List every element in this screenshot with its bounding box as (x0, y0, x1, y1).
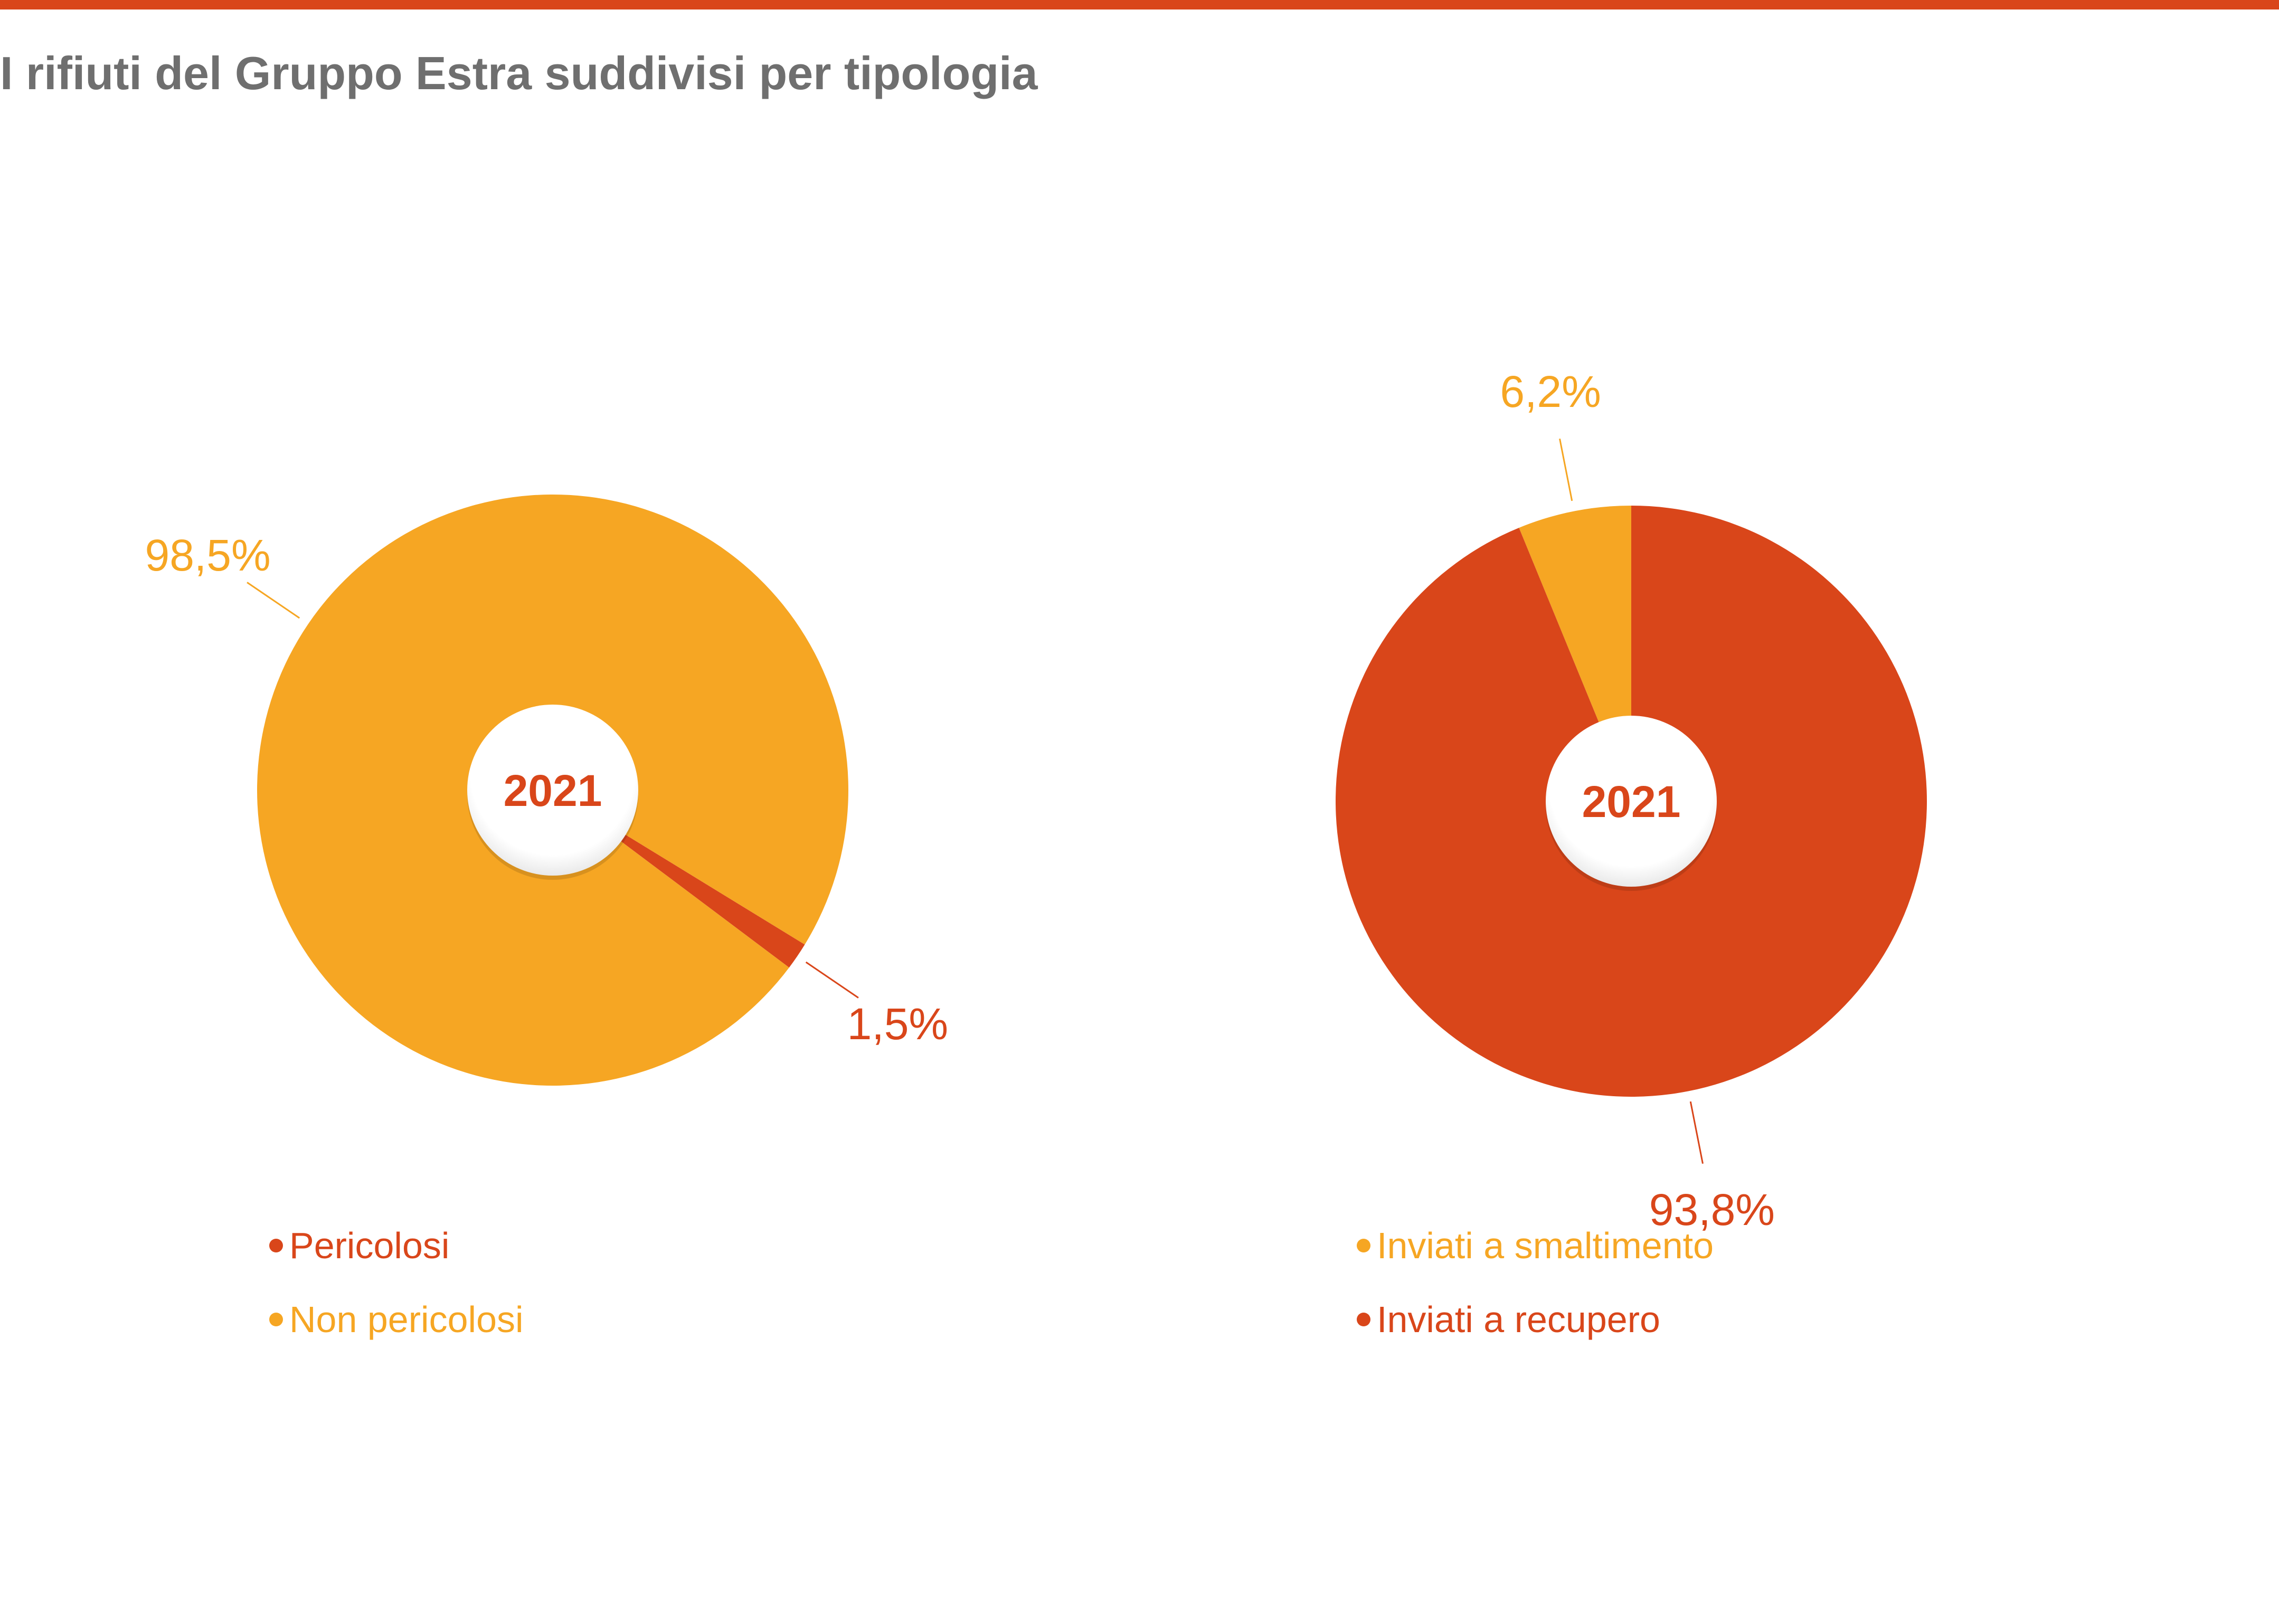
chart-title: I rifiuti del Gruppo Estra suddivisi per… (0, 47, 1038, 99)
legend-swatch (269, 1313, 283, 1326)
center-year-label: 2021 (1582, 777, 1681, 827)
data-label: 1,5% (847, 999, 948, 1049)
leader-line (247, 582, 300, 619)
legend-swatch (1357, 1313, 1370, 1326)
leader-line (1689, 1101, 1704, 1164)
top-accent-rule (0, 0, 2279, 10)
legend-label: Non pericolosi (289, 1299, 524, 1340)
legend-item-smaltimento: Inviati a smaltimento (1357, 1209, 1714, 1283)
data-label: 6,2% (1500, 367, 1601, 416)
center-hole (1546, 716, 1717, 887)
legend-label: Inviati a recupero (1377, 1299, 1660, 1340)
legend-waste-hazard: Pericolosi Non pericolosi (269, 1209, 524, 1356)
pie-chart-waste-hazard: 1,5% 98,5% 2021 (145, 494, 948, 1086)
data-label: 98,5% (145, 530, 271, 580)
legend-label: Inviati a smaltimento (1377, 1225, 1714, 1266)
legend-item-recupero: Inviati a recupero (1357, 1283, 1714, 1356)
legend-label: Pericolosi (289, 1225, 450, 1266)
data-label: 93,8% (1649, 1185, 1775, 1234)
legend-waste-destination: Inviati a smaltimento Inviati a recupero (1357, 1209, 1714, 1356)
pie-chart-waste-destination: 6,2% 93,8% 2021 (1336, 367, 1927, 1234)
leader-line (805, 961, 859, 999)
center-year-label: 2021 (504, 766, 602, 815)
leader-line (1559, 438, 1573, 501)
center-hole (467, 705, 638, 876)
legend-item-pericolosi: Pericolosi (269, 1209, 524, 1283)
legend-item-non-pericolosi: Non pericolosi (269, 1283, 524, 1356)
legend-swatch (269, 1239, 283, 1252)
legend-swatch (1357, 1239, 1370, 1252)
